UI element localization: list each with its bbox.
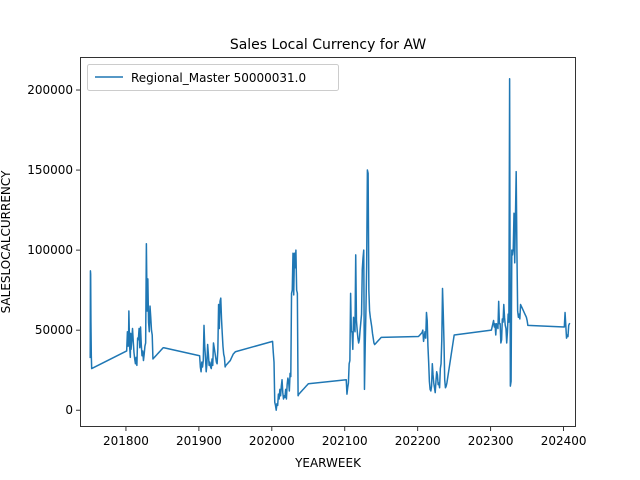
plot-frame bbox=[80, 57, 576, 427]
x-axis: 201800 201900 202000 202100 202200 202300 2024… bbox=[103, 427, 587, 448]
x-tick-label: 202400 bbox=[541, 434, 587, 448]
x-tick-label: 201900 bbox=[176, 434, 222, 448]
y-tick-label: 0 bbox=[65, 403, 73, 417]
plot-area bbox=[89, 78, 571, 411]
legend-box bbox=[87, 64, 339, 91]
x-axis-label: YEARWEEK bbox=[294, 456, 362, 470]
x-tick-label: 202100 bbox=[322, 434, 368, 448]
x-tick-label: 201800 bbox=[103, 434, 149, 448]
x-tick-label: 202300 bbox=[468, 434, 514, 448]
series-line bbox=[89, 78, 571, 411]
y-tick-label: 50000 bbox=[35, 323, 73, 337]
chart-title: Sales Local Currency for AW bbox=[230, 37, 426, 53]
legend-label: Regional_Master 50000031.0 bbox=[131, 71, 306, 85]
x-tick-label: 202200 bbox=[395, 434, 441, 448]
y-axis-label: SALESLOCALCURRENCY bbox=[0, 170, 13, 313]
legend: Regional_Master 50000031.0 bbox=[87, 64, 339, 91]
x-tick-label: 202000 bbox=[249, 434, 295, 448]
y-tick-label: 200000 bbox=[27, 83, 73, 97]
y-axis: 0 50000 100000 150000 200000 bbox=[27, 83, 80, 417]
y-tick-label: 150000 bbox=[27, 163, 73, 177]
y-tick-label: 100000 bbox=[27, 243, 73, 257]
